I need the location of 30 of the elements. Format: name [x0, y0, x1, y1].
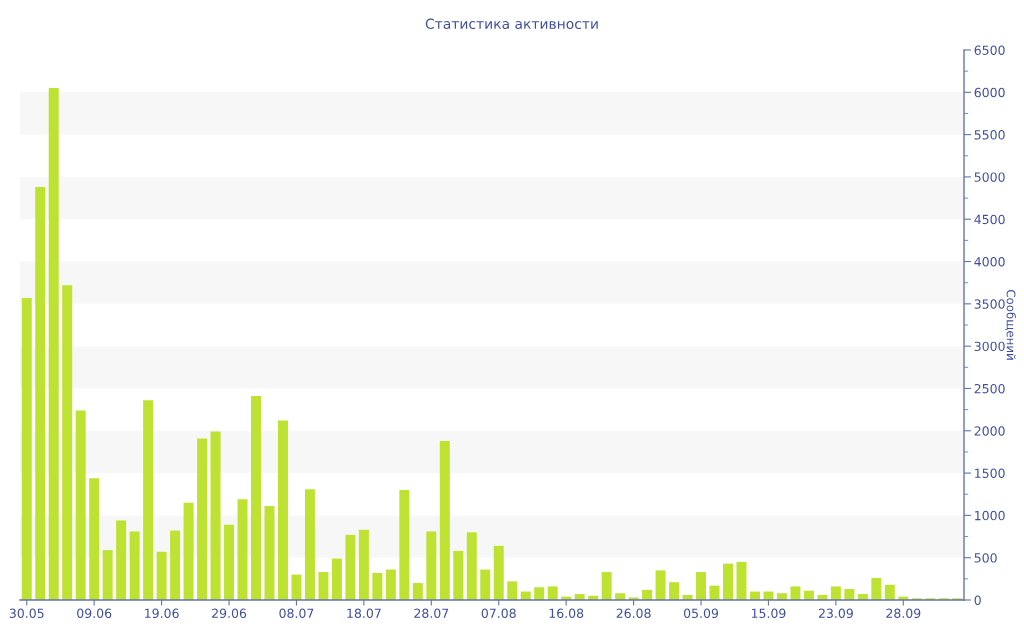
- x-tick-label: 18.07: [347, 608, 381, 619]
- x-tick-label: 28.09: [886, 608, 921, 619]
- x-tick-label: 19.06: [145, 608, 179, 619]
- x-tick-label: 16.08: [549, 608, 584, 619]
- y-axis-title: Сообщений: [1005, 289, 1016, 360]
- y-tick-label: 6000: [974, 87, 1005, 98]
- y-tick-label: 4000: [974, 257, 1005, 267]
- x-tick-label: 09.06: [77, 608, 112, 619]
- chart-title: Статистика активности: [425, 18, 598, 30]
- x-tick-label: 29.06: [212, 608, 247, 619]
- y-tick-label: 4500: [974, 214, 1005, 225]
- x-tick-label: 28.07: [414, 608, 449, 619]
- y-tick-label: 2500: [974, 383, 1005, 394]
- y-tick-label: 0: [974, 595, 981, 605]
- x-tick-label: 30.05: [9, 608, 44, 619]
- y-tick-label: 1500: [975, 468, 1005, 478]
- y-tick-label: 5000: [974, 172, 1005, 182]
- x-tick-label: 07.08: [481, 608, 516, 619]
- y-tick-label: 6500: [974, 45, 1005, 55]
- y-tick-label: 1000: [975, 510, 1005, 521]
- y-tick-label: 2000: [974, 426, 1005, 436]
- y-tick-label: 3500: [974, 299, 1005, 309]
- x-tick-label: 15.09: [751, 608, 786, 619]
- y-tick-label: 500: [974, 553, 997, 563]
- x-tick-label: 05.09: [683, 608, 719, 619]
- y-tick-label: 3000: [974, 341, 1005, 352]
- y-tick-label: 5500: [974, 130, 1005, 140]
- x-tick-label: 26.08: [616, 608, 651, 619]
- x-tick-label: 08.07: [279, 608, 314, 619]
- x-tick-label: 23.09: [818, 608, 853, 619]
